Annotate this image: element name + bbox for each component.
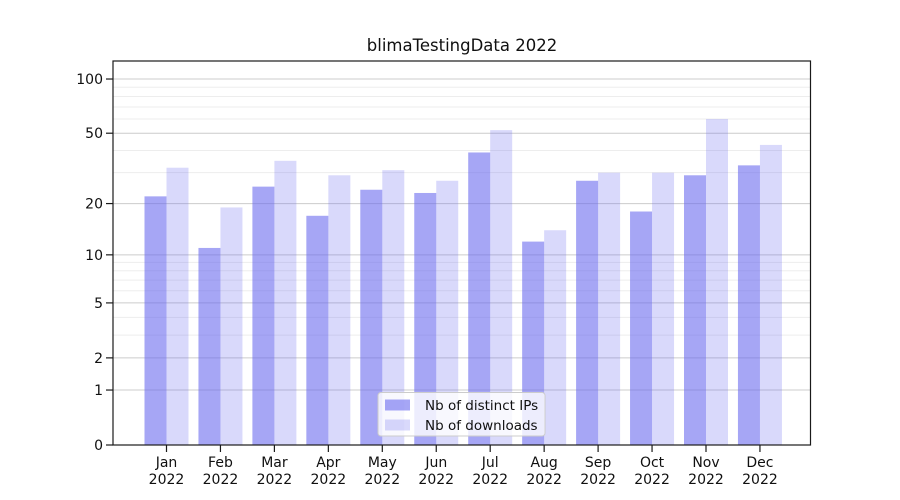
bar-oct-distinct-ips — [630, 211, 653, 445]
legend-swatch-downloads — [385, 419, 410, 431]
bar-dec-distinct-ips — [737, 165, 760, 445]
x-tick-label: Jan 2022 — [149, 455, 185, 488]
bar-nov-downloads — [706, 119, 728, 446]
bar-mar-distinct-ips — [252, 186, 275, 446]
x-tick-label: Nov 2022 — [688, 455, 724, 488]
x-tick-label: Feb 2022 — [203, 455, 239, 488]
bar-mar-downloads — [274, 160, 297, 445]
bar-oct-downloads — [652, 172, 675, 445]
legend-label-distinct-ips: Nb of distinct IPs — [425, 398, 538, 414]
bar-sep-downloads — [598, 172, 621, 445]
x-tick-label: Sep 2022 — [580, 455, 616, 488]
y-tick-label: 20 — [85, 197, 103, 213]
y-tick-label: 2 — [94, 351, 103, 367]
x-tick-label: May 2022 — [364, 455, 400, 488]
bar-dec-downloads — [759, 144, 782, 445]
y-tick-label: 1 — [94, 383, 103, 399]
bar-jun-distinct-ips — [414, 192, 437, 445]
bar-sep-distinct-ips — [576, 180, 599, 446]
bar-feb-downloads — [220, 207, 243, 445]
x-tick-label: Oct 2022 — [634, 455, 670, 488]
y-tick-label: 100 — [76, 72, 103, 88]
x-tick-label: Aug 2022 — [526, 455, 562, 488]
bar-apr-downloads — [328, 175, 351, 446]
y-tick-label: 0 — [94, 438, 103, 454]
x-tick-label: Jul 2022 — [472, 455, 508, 488]
chart-title: blimaTestingData 2022 — [366, 36, 558, 55]
bar-nov-distinct-ips — [684, 175, 706, 446]
plot-frame — [112, 60, 812, 446]
bar-may-distinct-ips — [360, 189, 383, 445]
bar-apr-distinct-ips — [306, 215, 329, 445]
x-tick-label: Dec 2022 — [742, 455, 778, 488]
bar-jan-downloads — [166, 167, 189, 446]
bar-jun-downloads — [436, 180, 459, 446]
legend-box — [377, 392, 546, 437]
y-tick-label: 50 — [85, 126, 103, 142]
y-tick-label: 5 — [94, 296, 103, 312]
x-tick-label: Jun 2022 — [418, 455, 454, 488]
bar-jan-distinct-ips — [144, 196, 167, 445]
bar-feb-distinct-ips — [198, 247, 221, 445]
x-tick-label: Apr 2022 — [311, 455, 347, 488]
y-tick-label: 10 — [85, 248, 103, 264]
bar-jul-distinct-ips — [468, 152, 491, 445]
bar-jul-downloads — [490, 130, 513, 445]
x-tick-label: Mar 2022 — [257, 455, 293, 488]
bar-aug-downloads — [544, 230, 567, 445]
legend-label-downloads: Nb of downloads — [425, 418, 538, 434]
legend-swatch-distinct-ips — [385, 399, 410, 411]
bar-may-downloads — [382, 170, 405, 445]
